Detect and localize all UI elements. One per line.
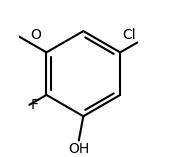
Text: OH: OH (68, 142, 89, 156)
Text: O: O (30, 28, 41, 42)
Text: Cl: Cl (122, 28, 136, 42)
Text: F: F (31, 97, 39, 111)
